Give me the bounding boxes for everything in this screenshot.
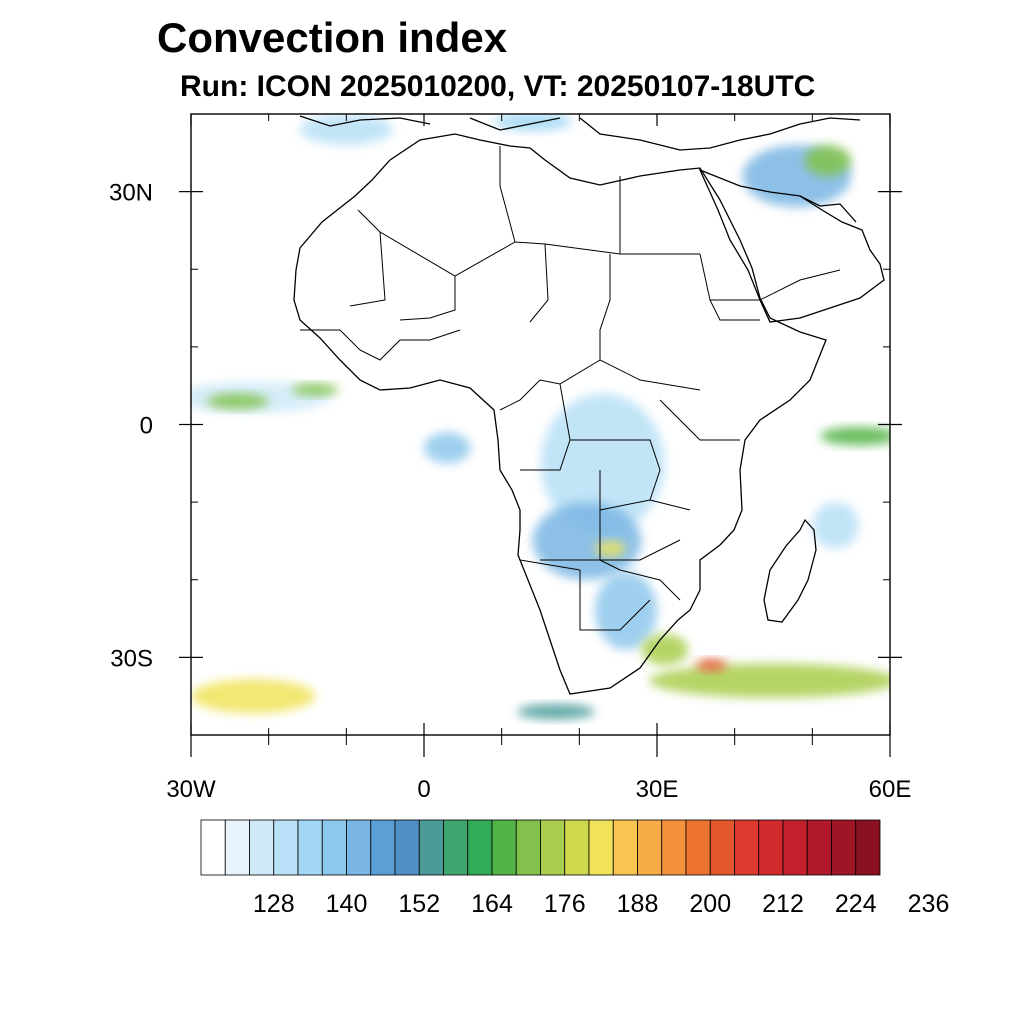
madagascar-coastline (763, 518, 817, 623)
colorbar-swatch (394, 819, 420, 876)
convection-area-17 (299, 114, 393, 146)
convection-area-16 (517, 703, 595, 720)
convection-area-9 (649, 663, 890, 698)
colorbar-swatch (855, 819, 881, 876)
lat-tick-label: 30N (109, 180, 153, 207)
colorbar-swatch (443, 819, 469, 876)
colorbar-swatch (637, 819, 663, 876)
colorbar-label: 236 (908, 890, 950, 918)
colorbar-label: 188 (617, 890, 659, 918)
country-borders (300, 146, 841, 631)
colorbar-swatch (321, 819, 347, 876)
convection-area-8 (641, 634, 689, 666)
colorbar-swatch (782, 819, 808, 876)
persian-gulf-coast (799, 195, 857, 223)
lat-tick-label: 30S (110, 645, 153, 672)
chart-title: Convection index (157, 14, 508, 61)
convection-area-5 (532, 502, 642, 580)
colorbar-swatch (467, 819, 493, 876)
convection-area-7 (594, 571, 657, 650)
colorbar-swatch (224, 819, 250, 876)
colorbar-swatch (612, 819, 638, 876)
convection-area-13 (804, 145, 852, 177)
colorbar-swatch (564, 819, 590, 876)
convection-area-15 (812, 502, 859, 549)
colorbar-label: 152 (398, 890, 440, 918)
colorbar-swatch (515, 819, 541, 876)
colorbar-swatch (661, 819, 687, 876)
convection-area-11 (191, 679, 316, 714)
convection-area-14 (820, 426, 890, 446)
colorbar-swatch (370, 819, 396, 876)
colorbar-swatch (200, 819, 226, 876)
colorbar-swatch (297, 819, 323, 876)
europe-coastline (299, 115, 861, 151)
colorbar-swatch (491, 819, 517, 876)
colorbar-label: 140 (326, 890, 368, 918)
colorbar-swatch (709, 819, 735, 876)
axis-ticks: 30N 0 30S 30W 0 30E 60E (109, 113, 912, 803)
colorbar-swatch (588, 819, 614, 876)
convection-area-6 (594, 540, 626, 557)
colorbar-label: 164 (471, 890, 513, 918)
convection-area-2 (291, 383, 339, 396)
lat-tick-label: 0 (140, 413, 153, 440)
lon-tick-label: 0 (417, 776, 430, 803)
convection-area-3 (424, 432, 471, 464)
colorbar-swatch (734, 819, 760, 876)
border-lines (300, 146, 841, 631)
colorbar-swatch (346, 819, 372, 876)
convection-area-10 (695, 658, 727, 672)
colorbar-label: 224 (835, 890, 877, 918)
colorbar-swatch (418, 819, 444, 876)
convection-area-1 (206, 393, 269, 409)
lon-tick-label: 60E (869, 776, 912, 803)
convection-field (191, 114, 890, 720)
chart-subtitle: Run: ICON 2025010200, VT: 20250107-18UTC (180, 70, 816, 103)
colorbar-swatch (831, 819, 857, 876)
colorbar-label: 200 (689, 890, 731, 918)
lon-tick-label: 30W (166, 776, 216, 803)
colorbar-swatch (273, 819, 299, 876)
lon-tick-label: 30E (636, 776, 679, 803)
colorbar: 128 140 152 164 176 188 200 212 224 236 (200, 819, 950, 918)
coastlines (293, 115, 885, 695)
colorbar-label: 212 (762, 890, 804, 918)
colorbar-swatch (685, 819, 711, 876)
colorbar-swatch (758, 819, 784, 876)
colorbar-swatch (249, 819, 275, 876)
colorbar-swatch (806, 819, 832, 876)
colorbar-swatch (540, 819, 566, 876)
plot-frame (190, 113, 891, 736)
colorbar-label: 176 (544, 890, 586, 918)
colorbar-label: 128 (253, 890, 295, 918)
convection-area-4 (540, 393, 665, 534)
africa-coastline (293, 133, 827, 695)
